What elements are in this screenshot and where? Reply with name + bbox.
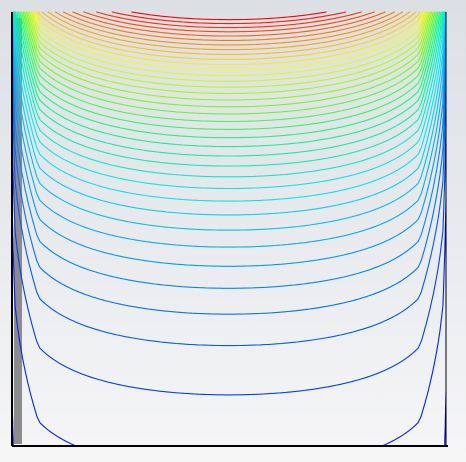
frame-shadow (14, 18, 22, 444)
contour-line-21 (25, 11, 433, 101)
contour-line-12 (13, 11, 445, 178)
contour-line-29 (41, 11, 417, 55)
contour-line-25 (32, 11, 426, 77)
contour-line-19 (22, 11, 436, 115)
contour-line-22 (27, 11, 431, 95)
contour-line-37 (131, 11, 327, 21)
domain-frame (11, 12, 448, 447)
contour-line-24 (30, 11, 428, 82)
contour-line-13 (14, 11, 444, 167)
contour-line-15 (16, 11, 442, 148)
contour-line-3 (11, 76, 447, 347)
contour-line-6 (11, 17, 447, 267)
contour-line-14 (14, 11, 444, 157)
contour-line-36 (111, 11, 347, 25)
contour-line-5 (11, 28, 447, 289)
contour-line-35 (96, 11, 362, 29)
contour-line-30 (47, 11, 411, 51)
contour-line-32 (62, 11, 396, 41)
contour-line-17 (19, 11, 439, 130)
contour-line-4 (11, 47, 447, 315)
contour-line-27 (35, 11, 423, 66)
contour-line-31 (54, 11, 404, 46)
contour-line-23 (29, 11, 429, 88)
contour-line-0 (11, 390, 447, 447)
contour-line-7 (11, 13, 447, 248)
contour-line-28 (37, 11, 421, 60)
contour-line-34 (83, 11, 375, 33)
frame-left-shadow (14, 18, 22, 444)
contour-lines (11, 11, 447, 447)
contour-line-26 (34, 11, 424, 71)
contour-line-20 (24, 11, 434, 108)
contour-line-16 (17, 11, 441, 139)
contour-line-18 (21, 11, 437, 123)
contour-line-33 (72, 11, 386, 37)
